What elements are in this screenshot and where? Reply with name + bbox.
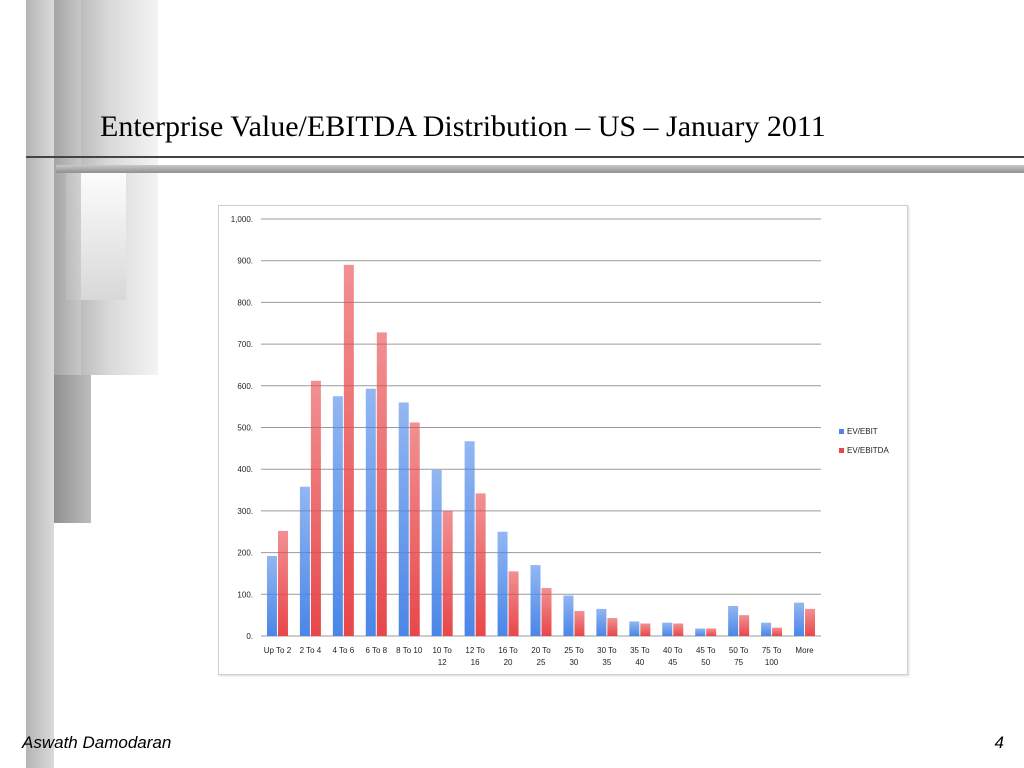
y-tick-label: 900. — [237, 257, 253, 266]
bar-ev-ebit — [695, 628, 706, 636]
bar-ev-ebit — [299, 486, 310, 636]
bar-ev-ebitda — [343, 264, 354, 636]
bar-ev-ebit — [464, 441, 475, 636]
legend-swatch — [839, 448, 844, 453]
bar-ev-ebitda — [673, 623, 684, 636]
bar-ev-ebitda — [706, 628, 717, 636]
bar-ev-ebit — [563, 595, 574, 636]
x-tick-label: 45 — [668, 658, 677, 667]
x-tick-label: 30 — [569, 658, 578, 667]
bar-ev-ebitda — [442, 510, 453, 636]
x-tick-label: 12 — [438, 658, 447, 667]
page-number: 4 — [994, 733, 1004, 752]
bar-ev-ebit — [596, 608, 607, 636]
y-tick-label: 300. — [237, 507, 253, 516]
bar-ev-ebitda — [310, 380, 321, 636]
y-tick-label: 200. — [237, 549, 253, 558]
x-tick-label: 40 — [635, 658, 644, 667]
x-tick-label: 30 To — [597, 646, 617, 655]
chart-frame: 0. 100. 200. 300. 400. 500. 600. 700. 800. 900. 1,… — [218, 205, 908, 675]
x-tick-label: 25 — [537, 658, 546, 667]
y-tick-label: 100. — [237, 590, 253, 599]
bar-ev-ebitda — [805, 608, 816, 636]
bar-ev-ebitda — [409, 422, 420, 636]
legend-label: EV/EBIT — [847, 427, 878, 436]
bar-ev-ebit — [629, 621, 640, 636]
x-tick-label: 100 — [765, 658, 779, 667]
x-tick-label: 20 To — [531, 646, 551, 655]
y-tick-label: 400. — [237, 465, 253, 474]
y-tick-label: 1,000. — [231, 215, 253, 224]
bar-ev-ebit — [530, 565, 541, 636]
legend-label: EV/EBITDA — [847, 446, 889, 455]
x-tick-label: Up To 2 — [264, 646, 292, 655]
decor-bar-4 — [49, 375, 91, 523]
footer-author: Aswath Damodaran — [22, 733, 172, 752]
bar-ev-ebit — [266, 555, 277, 636]
x-tick-label: 50 To — [729, 646, 749, 655]
y-tick-label: 600. — [237, 382, 253, 391]
title-rule-top — [26, 156, 1024, 158]
legend-swatch — [839, 429, 844, 434]
bar-ev-ebitda — [541, 588, 552, 636]
bar-ev-ebit — [662, 622, 673, 636]
bar-ev-ebitda — [607, 618, 618, 636]
bar-ev-ebitda — [574, 610, 585, 636]
bar-ev-ebit — [365, 388, 376, 636]
x-tick-label: 12 To — [465, 646, 485, 655]
bar-ev-ebitda — [739, 615, 750, 636]
bar-ev-ebit — [431, 470, 442, 636]
bar-ev-ebitda — [475, 493, 486, 636]
y-tick-label: 800. — [237, 298, 253, 307]
bar-ev-ebitda — [508, 571, 519, 636]
x-tick-label: 16 — [471, 658, 480, 667]
x-tick-label: 35 — [602, 658, 611, 667]
bar-ev-ebitda — [376, 332, 387, 636]
y-tick-label: 700. — [237, 340, 253, 349]
x-tick-label: 40 To — [663, 646, 683, 655]
x-tick-label: 35 To — [630, 646, 650, 655]
bar-ev-ebitda — [772, 627, 783, 636]
x-tick-label: 10 To — [432, 646, 452, 655]
x-tick-label: 16 To — [498, 646, 518, 655]
bar-ev-ebit — [794, 602, 805, 636]
x-tick-label: 25 To — [564, 646, 584, 655]
bar-ev-ebit — [761, 622, 772, 636]
x-tick-label: 75 To — [762, 646, 782, 655]
bar-ev-ebit — [398, 402, 409, 636]
x-tick-label: 6 To 8 — [365, 646, 387, 655]
bar-chart: 0. 100. 200. 300. 400. 500. 600. 700. 800. 900. 1,… — [231, 215, 890, 667]
bar-ev-ebit — [497, 531, 508, 636]
bar-ev-ebit — [332, 396, 343, 636]
x-tick-label: 50 — [701, 658, 710, 667]
decor-bar-5 — [26, 0, 54, 768]
x-tick-label: 20 — [504, 658, 513, 667]
y-tick-label: 500. — [237, 424, 253, 433]
bar-ev-ebit — [728, 605, 739, 636]
slide-title: Enterprise Value/EBITDA Distribution – U… — [100, 110, 826, 143]
bar-ev-ebitda — [277, 530, 288, 636]
x-tick-label: 4 To 6 — [333, 646, 355, 655]
x-tick-label: 8 To 10 — [396, 646, 423, 655]
y-tick-label: 0. — [246, 632, 253, 641]
title-rule-bottom — [56, 165, 1024, 173]
bar-ev-ebitda — [640, 623, 651, 636]
x-tick-label: More — [795, 646, 814, 655]
x-tick-label: 45 To — [696, 646, 716, 655]
x-tick-label: 2 To 4 — [300, 646, 322, 655]
x-tick-label: 75 — [734, 658, 743, 667]
